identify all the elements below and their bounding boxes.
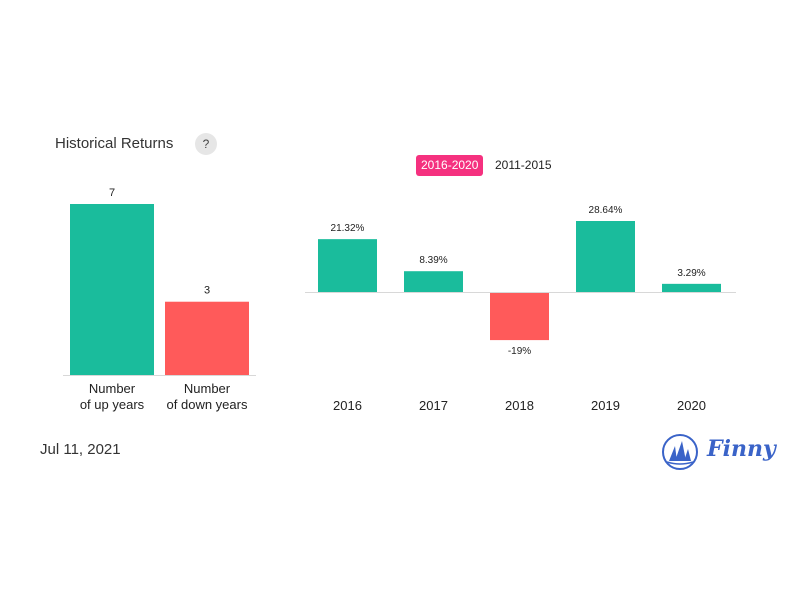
data-label: 28.64% — [589, 205, 623, 216]
bar-2018 — [490, 293, 549, 341]
bar-2016 — [318, 239, 377, 292]
as-of-date: Jul 11, 2021 — [40, 441, 121, 458]
category-label: of down years — [167, 397, 248, 412]
data-label: 8.39% — [419, 255, 447, 266]
category-label: of up years — [80, 397, 145, 412]
data-label: 7 — [109, 187, 115, 199]
year-tick-label: 2019 — [591, 398, 620, 413]
category-label: Number — [184, 381, 231, 396]
data-label: 21.32% — [331, 223, 365, 234]
year-tick-label: 2020 — [677, 398, 706, 413]
year-tick-label: 2018 — [505, 398, 534, 413]
bar-2017 — [404, 271, 463, 292]
category-label: Number — [89, 381, 136, 396]
sailboat-icon — [662, 434, 698, 470]
bar-2020 — [662, 283, 721, 292]
data-label: 3.29% — [677, 268, 705, 279]
brand-name: Finny — [707, 436, 776, 462]
bar-down-years — [165, 301, 249, 375]
chart-title: Historical Returns — [55, 135, 174, 152]
finny-logo: Finny — [660, 430, 776, 474]
tab-2016-2020[interactable]: 2016-2020 — [416, 155, 484, 176]
data-label: -19% — [508, 346, 531, 357]
bar-up-years — [70, 204, 154, 375]
data-label: 3 — [204, 285, 210, 297]
tab-2011-2015[interactable]: 2011-2015 — [495, 158, 552, 172]
help-icon[interactable]: ? — [195, 133, 217, 155]
year-tick-label: 2017 — [419, 398, 448, 413]
year-tick-label: 2016 — [333, 398, 362, 413]
bar-2019 — [576, 221, 635, 292]
